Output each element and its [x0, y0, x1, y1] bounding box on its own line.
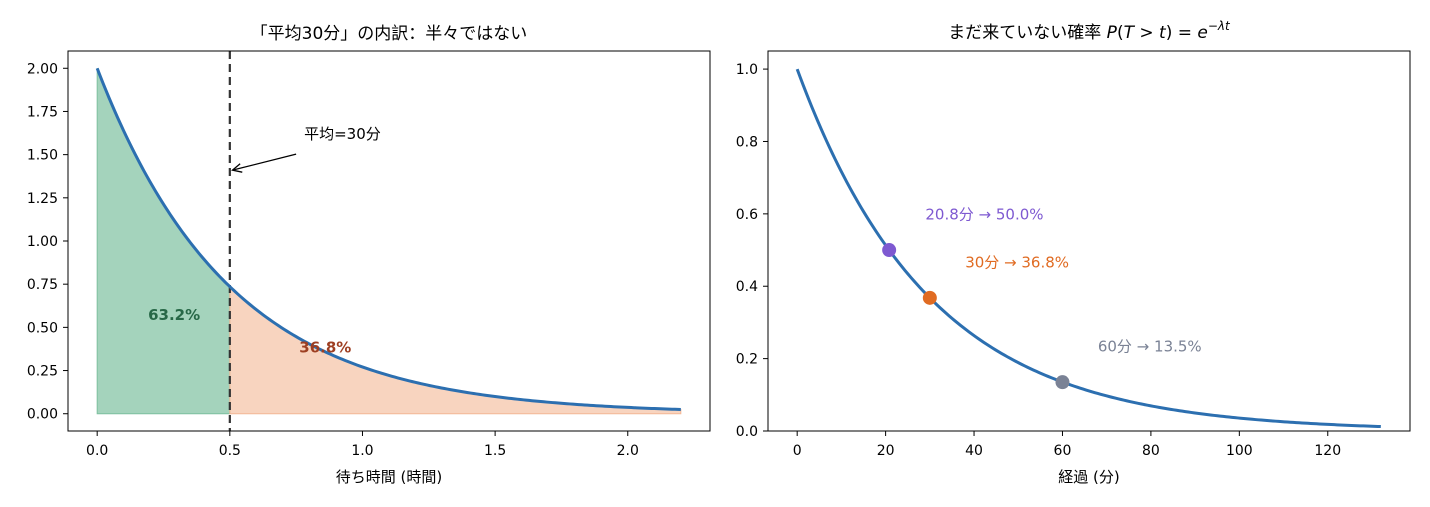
right-axes-frame — [767, 50, 1411, 432]
chart-right: まだ来ていない確率 P(T > t) = e−λt 20.8分 → 50.0% 3… — [736, 19, 1411, 486]
left-ytick-label: 1.00 — [27, 234, 58, 250]
left-y-ticks: 0.00 0.25 0.50 0.75 1.00 1.25 1.50 1.75 2.00 — [27, 61, 68, 423]
marker-point-1 — [922, 290, 937, 305]
right-ytick-label: 0.6 — [736, 207, 758, 223]
mean-annotation: 平均=30分 — [231, 125, 381, 173]
chart-left-title: 「平均30分」の内訳：半々ではない — [251, 24, 528, 44]
right-xtick-label: 20 — [877, 443, 895, 459]
left-ytick-label: 1.25 — [27, 191, 58, 207]
annotation-arrow — [232, 153, 297, 171]
annotation-text: 平均=30分 — [304, 125, 381, 143]
marker-point-2 — [1055, 375, 1070, 390]
marker-label-1: 30分 → 36.8% — [965, 253, 1069, 271]
right-ytick-label: 0.0 — [736, 424, 758, 440]
right-xtick-label: 80 — [1142, 443, 1160, 459]
left-ytick-label: 0.50 — [27, 320, 58, 336]
left-ytick-label: 0.75 — [27, 277, 58, 293]
right-x-ticks: 0 20 40 60 80 100 120 — [793, 431, 1341, 459]
right-xtick-label: 40 — [965, 443, 983, 459]
right-xtick-label: 60 — [1054, 443, 1072, 459]
left-xtick-label: 2.0 — [617, 443, 639, 459]
right-ytick-label: 1.0 — [736, 62, 758, 78]
region-fill-1 — [229, 285, 682, 415]
region-label-right: 36.8% — [299, 339, 351, 357]
marker-points: 20.8分 → 50.0% 30分 → 36.8% 60分 → 13.5% — [882, 205, 1202, 390]
marker-label-2: 60分 → 13.5% — [1098, 338, 1202, 356]
left-ytick-label: 1.50 — [27, 148, 58, 164]
left-xlabel: 待ち時間 (時間) — [336, 468, 442, 486]
right-ytick-label: 0.8 — [736, 134, 758, 150]
right-xlabel: 経過 (分) — [1058, 468, 1119, 486]
marker-label-0: 20.8分 → 50.0% — [925, 205, 1043, 223]
chart-right-title: まだ来ていない確率 P(T > t) = e−λt — [948, 19, 1231, 43]
left-ytick-label: 1.75 — [27, 104, 58, 120]
left-x-ticks: 0.0 0.5 1.0 1.5 2.0 — [86, 431, 639, 459]
annotation-arrowhead — [231, 163, 243, 173]
right-xtick-label: 100 — [1226, 443, 1253, 459]
right-xtick-label: 0 — [793, 443, 802, 459]
left-ytick-label: 0.00 — [27, 407, 58, 423]
left-xtick-label: 0.5 — [219, 443, 241, 459]
right-ytick-label: 0.2 — [736, 352, 758, 368]
left-xtick-label: 1.5 — [484, 443, 506, 459]
left-xtick-label: 1.0 — [351, 443, 373, 459]
chart-left: 「平均30分」の内訳：半々ではない 63.2% 36.8% 平均=30分 0.0… — [27, 24, 711, 486]
region-label-left: 63.2% — [148, 306, 200, 324]
left-ytick-label: 0.25 — [27, 364, 58, 380]
left-ytick-label: 2.00 — [27, 61, 58, 77]
marker-point-0 — [882, 243, 897, 258]
right-ytick-label: 0.4 — [736, 279, 758, 295]
left-regions — [96, 68, 682, 415]
right-xtick-label: 120 — [1314, 443, 1341, 459]
right-y-ticks: 0.0 0.2 0.4 0.6 0.8 1.0 — [736, 62, 768, 440]
region-fill-0 — [96, 68, 231, 415]
pdf-curve — [95, 67, 681, 411]
left-xtick-label: 0.0 — [86, 443, 108, 459]
survival-curve — [795, 68, 1381, 429]
